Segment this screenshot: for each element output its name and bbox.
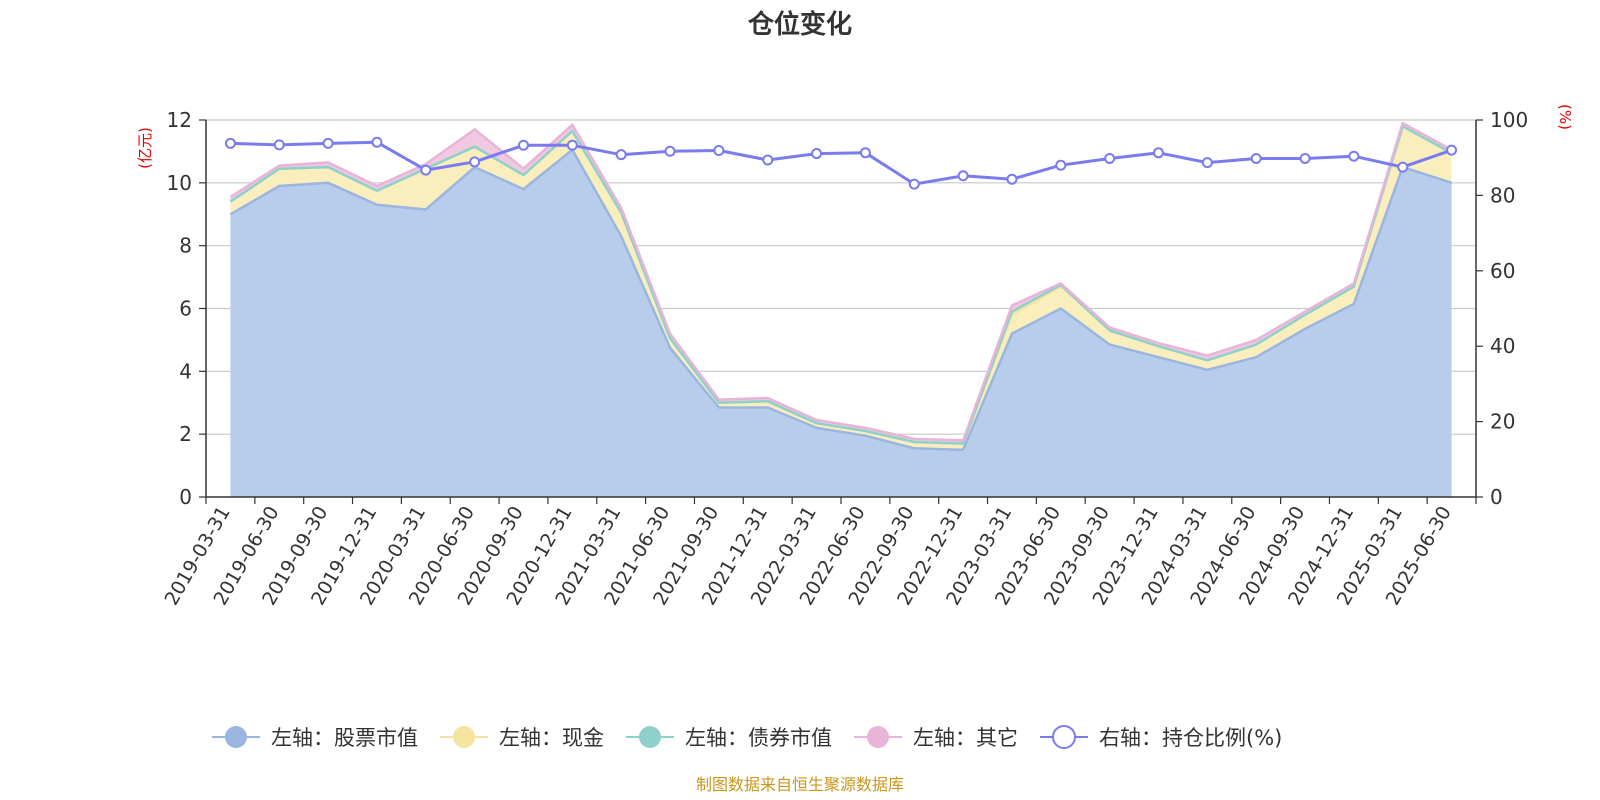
ratio-point [811,148,823,160]
ratio-point [420,164,432,176]
ratio-point [1153,147,1164,159]
left-tick-label: 4 [179,359,192,383]
ratio-point [224,137,236,149]
ratio-point [371,136,383,148]
area-edge-左轴：股票市值 [229,148,1452,452]
ratio-point [1397,161,1409,173]
ratio-point [566,139,578,151]
legend-marker [453,726,475,748]
right-axis-unit: (%) [1556,104,1574,130]
legend-marker [1052,725,1076,749]
legend-label: 左轴：债券市值 [685,726,832,750]
ratio-point [518,139,529,151]
ratio-point [469,156,481,168]
ratio-point [1348,150,1360,162]
left-tick-label: 6 [179,297,192,321]
ratio-line [230,140,1453,186]
right-tick-label: 80 [1490,183,1515,207]
ratio-point [1446,144,1458,156]
stacked-areas [230,123,1452,498]
legend-label: 左轴：其它 [913,726,1018,750]
ratio-point [908,178,920,190]
data-source-footer: 制图数据来自恒生聚源数据库 [696,775,904,794]
legend-marker [867,726,889,748]
left-tick-label: 2 [179,422,192,446]
ratio-point [1006,173,1018,185]
ratio-point [1055,159,1067,171]
area-edge-左轴：其它 [229,121,1453,442]
area-edge-左轴：债券市值 [229,125,1453,445]
left-tick-label: 0 [179,485,192,509]
left-axis-unit: (亿元) [136,127,154,169]
left-tick-label: 10 [167,171,192,195]
legend-marker [639,726,661,748]
ratio-point [1250,152,1262,164]
left-tick-label: 8 [179,234,192,258]
legend-marker [225,726,247,748]
legend-label: 左轴：现金 [499,726,604,750]
right-tick-label: 40 [1490,334,1515,358]
right-tick-label: 60 [1490,259,1515,283]
left-tick-label: 12 [167,108,192,132]
right-tick-label: 0 [1490,485,1503,509]
ratio-point [713,145,725,157]
chart-title: 仓位变化 [747,9,852,40]
ratio-point [1201,157,1213,169]
area-左轴：股票市值 [230,149,1452,498]
right-tick-label: 20 [1490,410,1515,434]
legend-label: 右轴：持仓比例(%) [1099,726,1282,750]
ratio-point [957,170,969,182]
ratio-point [762,154,774,166]
ratio-point [273,139,285,151]
ratio-point [1104,152,1116,164]
ratio-point [664,145,676,157]
legend: 左轴：股票市值 左轴：现金 左轴：债券市值 左轴：其它 右轴：持仓比例(%) [212,725,1282,750]
ratio-point [1299,152,1311,164]
right-tick-label: 100 [1490,108,1528,132]
legend-label: 左轴：股票市值 [271,726,418,750]
ratio-point [322,137,334,149]
ratio-point [859,147,871,159]
ratio-point [615,149,627,161]
series-lines [224,121,1458,452]
